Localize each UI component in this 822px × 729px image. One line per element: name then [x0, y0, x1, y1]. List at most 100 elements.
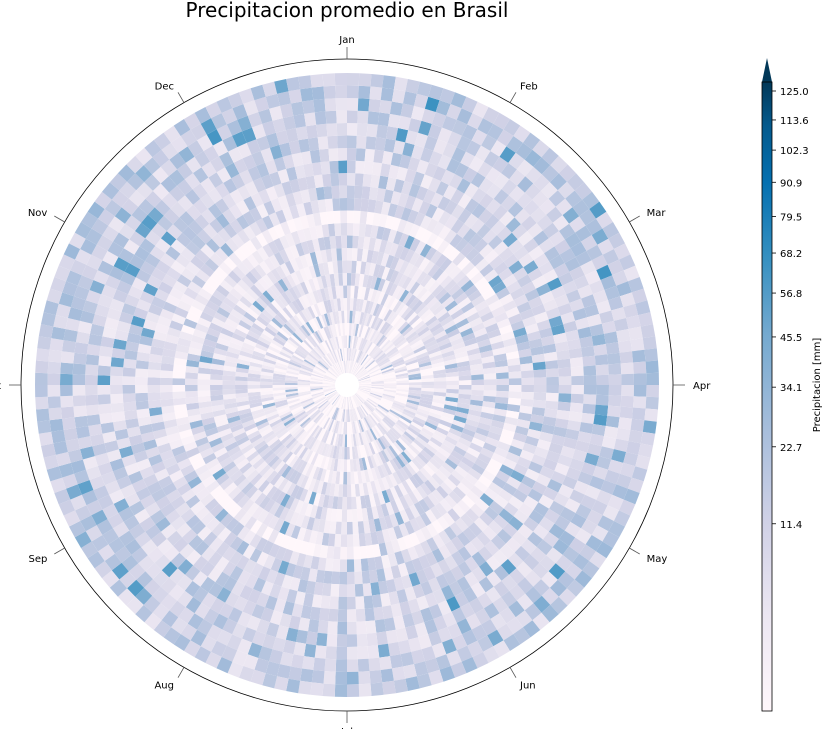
heatmap-cell: [383, 433, 394, 446]
heatmap-cell: [235, 380, 248, 385]
heatmap-cell: [399, 154, 412, 169]
heatmap-cell: [541, 587, 559, 605]
heatmap-cell: [343, 396, 346, 410]
heatmap-cell: [165, 509, 181, 524]
heatmap-cell: [180, 508, 196, 523]
heatmap-cell: [255, 418, 268, 427]
heatmap-cell: [471, 129, 488, 146]
heatmap-cell: [363, 161, 374, 175]
heatmap-cell: [513, 432, 527, 443]
heatmap-cell: [60, 362, 74, 375]
heatmap-cell: [349, 361, 354, 374]
heatmap-cell: [421, 374, 434, 380]
heatmap-cell: [312, 332, 322, 344]
heatmap-cell: [315, 316, 324, 329]
heatmap-cell: [70, 296, 86, 311]
heatmap-cell: [465, 508, 480, 523]
heatmap-cell: [358, 377, 371, 382]
month-label: Oct: [0, 381, 1, 392]
heatmap-cell: [364, 287, 371, 301]
heatmap-cell: [265, 159, 278, 175]
heatmap-cell: [229, 287, 243, 301]
heatmap-cell: [522, 315, 537, 328]
heatmap-cell: [197, 373, 211, 380]
heatmap-cell: [301, 399, 314, 406]
heatmap-cell: [377, 465, 386, 479]
heatmap-cell: [210, 374, 223, 381]
heatmap-cell: [291, 152, 304, 167]
heatmap-cell: [463, 306, 478, 319]
heatmap-cell: [72, 395, 86, 407]
heatmap-cell: [404, 560, 417, 575]
heatmap-cell: [313, 543, 322, 558]
heatmap-cell: [351, 362, 358, 375]
heatmap-cell: [532, 140, 550, 158]
heatmap-cell: [642, 336, 657, 350]
heatmap-cell: [388, 473, 398, 487]
heatmap-cell: [503, 119, 521, 136]
heatmap-cell: [169, 568, 185, 585]
heatmap-cell: [126, 426, 141, 438]
heatmap-cell: [193, 167, 209, 184]
heatmap-cell: [497, 623, 514, 641]
heatmap-cell: [508, 152, 525, 170]
heatmap-cell: [347, 397, 349, 410]
heatmap-cell: [431, 433, 445, 444]
heatmap-cell: [383, 389, 397, 393]
heatmap-cell: [420, 482, 432, 496]
heatmap-cell: [266, 348, 280, 357]
heatmap-cell: [279, 507, 290, 521]
heatmap-cell: [364, 326, 371, 340]
heatmap-cell: [328, 406, 336, 418]
heatmap-cell: [141, 539, 158, 556]
heatmap-cell: [575, 225, 592, 242]
heatmap-cell: [197, 526, 212, 541]
heatmap-cell: [301, 462, 311, 476]
heatmap-cell: [108, 537, 125, 554]
heatmap-cell: [545, 368, 559, 378]
heatmap-cell: [505, 217, 521, 233]
heatmap-cell: [242, 544, 256, 560]
heatmap-cell: [104, 553, 122, 571]
heatmap-cell: [300, 150, 312, 165]
colorbar-tick-label: 45.5: [780, 333, 802, 344]
heatmap-cell: [397, 419, 409, 429]
heatmap-cell: [265, 569, 278, 584]
heatmap-cell: [407, 598, 421, 614]
heatmap-cell: [347, 310, 350, 323]
heatmap-cell: [188, 347, 202, 356]
heatmap-cell: [197, 379, 211, 385]
heatmap-cell: [397, 219, 408, 233]
heatmap-cell: [298, 326, 309, 338]
heatmap-cell: [290, 230, 301, 245]
heatmap-cell: [200, 263, 215, 277]
heatmap-cell: [349, 298, 354, 311]
heatmap-cell: [436, 485, 449, 499]
heatmap-cell: [110, 366, 124, 377]
heatmap-cell: [162, 348, 176, 358]
heatmap-cell: [304, 404, 317, 413]
heatmap-cell: [337, 135, 347, 149]
heatmap-cell: [288, 287, 299, 301]
heatmap-cell: [325, 390, 337, 397]
heatmap-cell: [345, 422, 347, 435]
heatmap-cell: [383, 294, 393, 308]
heatmap-cell: [282, 601, 295, 616]
heatmap-cell: [191, 520, 206, 535]
heatmap-cell: [311, 594, 323, 608]
heatmap-cell: [216, 96, 233, 113]
heatmap-cell: [162, 301, 178, 314]
heatmap-cell: [89, 475, 105, 490]
heatmap-cell: [136, 458, 152, 471]
heatmap-cell: [304, 503, 314, 517]
heatmap-cell: [185, 494, 201, 509]
heatmap-cell: [333, 364, 341, 375]
heatmap-cell: [211, 233, 226, 248]
heatmap-cell: [347, 496, 352, 510]
heatmap-cell: [85, 228, 103, 245]
heatmap-cell: [311, 372, 324, 378]
heatmap-cell: [284, 246, 295, 261]
heatmap-cell: [367, 343, 377, 356]
heatmap-cell: [429, 150, 443, 166]
heatmap-cell: [323, 376, 336, 382]
